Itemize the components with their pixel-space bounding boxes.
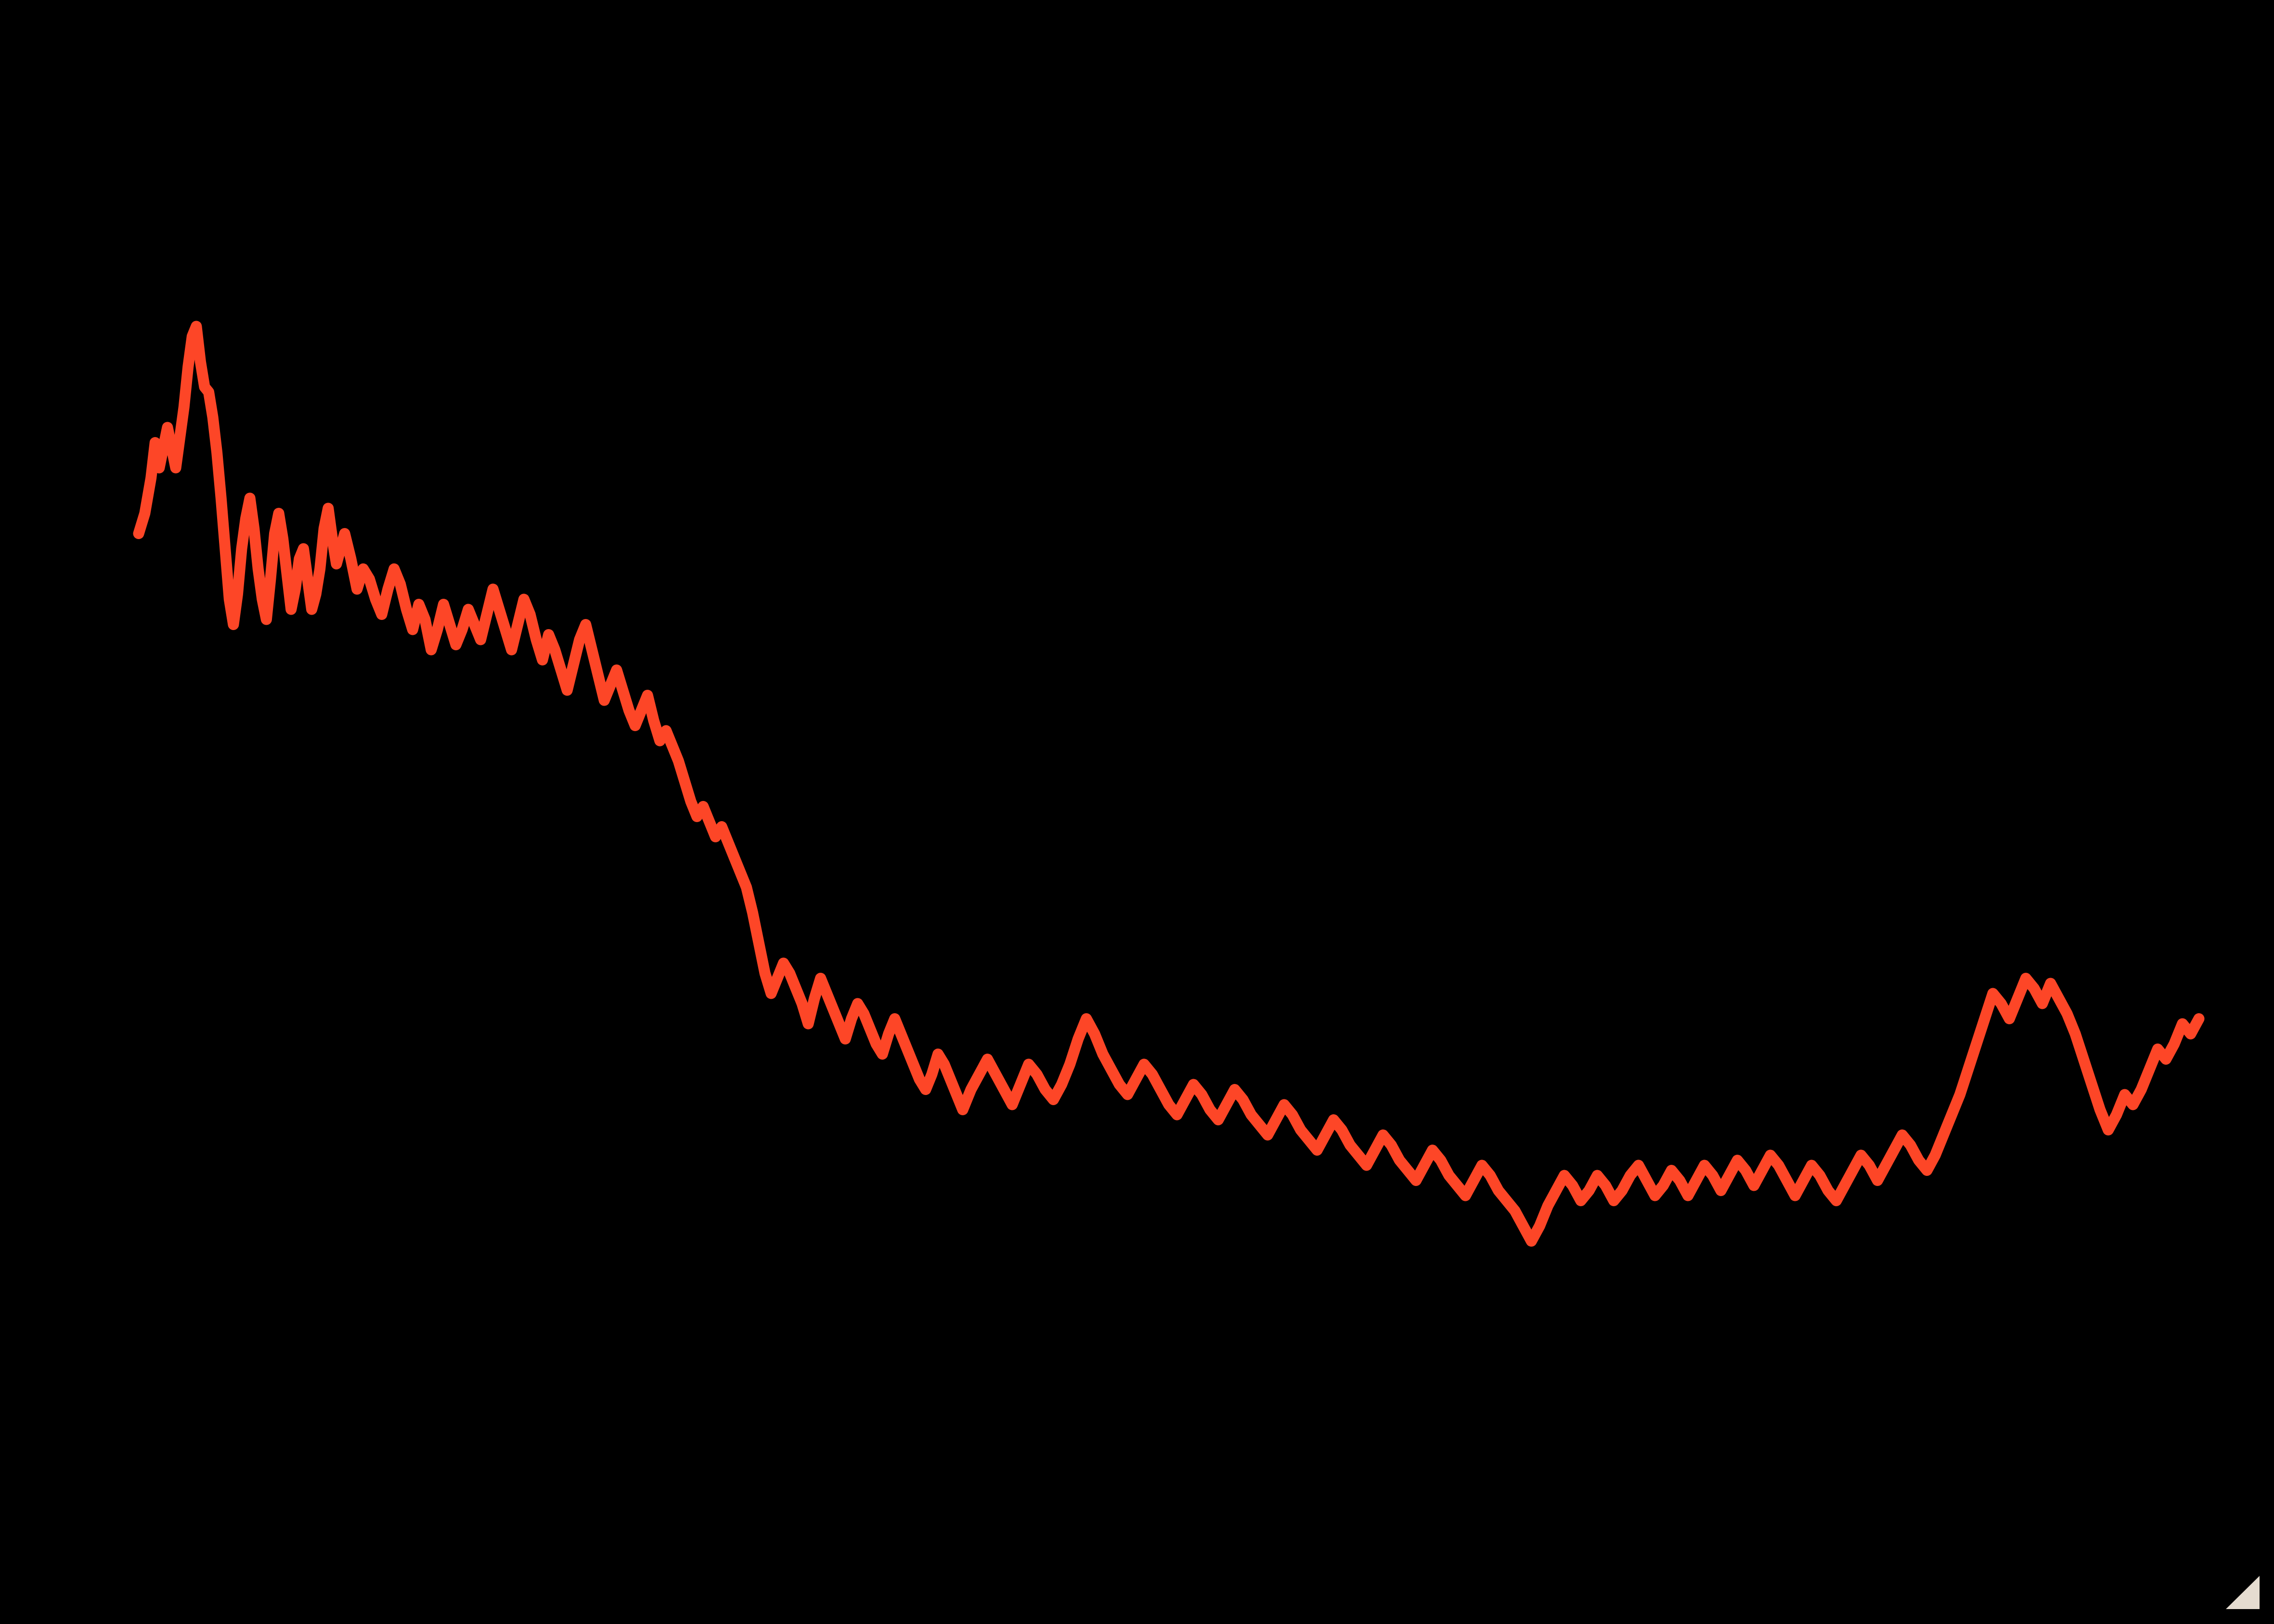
resize-grip-icon xyxy=(2226,1576,2260,1609)
data-series-line xyxy=(133,321,2205,1247)
resize-grip-handle[interactable] xyxy=(2226,1576,2260,1609)
